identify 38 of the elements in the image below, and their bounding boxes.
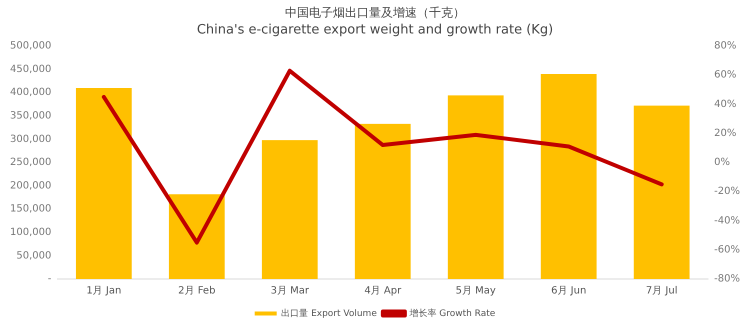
y-tick-label: 250,000	[10, 157, 52, 168]
chart-subtitle: China's e-cigarette export weight and growth rate (Kg)	[196, 22, 554, 38]
y2-tick-label: 40%	[714, 98, 736, 110]
bar	[354, 124, 411, 279]
y-tick-label: 500,000	[10, 40, 52, 52]
y2-tick-label: 20%	[714, 128, 736, 139]
x-tick-label: 4月 Apr	[364, 286, 402, 297]
y-tick-label: 450,000	[10, 64, 52, 75]
x-tick-label: 6月 Jun	[551, 286, 586, 297]
x-tick-label: 2月 Feb	[178, 286, 216, 297]
y-tick-label: 350,000	[10, 110, 52, 122]
x-tick-label: 1月 Jan	[86, 286, 122, 297]
legend-label: 增长率 Growth Rate	[408, 308, 496, 319]
y-tick-label: 50,000	[16, 250, 52, 262]
bar	[448, 95, 504, 279]
x-tick-label: 5月 May	[456, 286, 496, 297]
y2-tick-label: -40%	[714, 215, 740, 226]
bar	[540, 74, 597, 279]
bar	[168, 194, 225, 279]
y-tick-label: 400,000	[10, 87, 52, 98]
y-tick-label: 150,000	[10, 204, 52, 215]
bar	[262, 140, 318, 279]
y2-tick-label: 80%	[714, 40, 736, 52]
legend-label: 出口量 Export Volume	[281, 308, 378, 319]
y2-tick-label: -80%	[714, 274, 740, 285]
y2-tick-label: -60%	[714, 244, 740, 256]
y-tick-label: -	[48, 274, 52, 285]
x-tick-label: 7月 Jul	[646, 286, 678, 297]
y2-tick-label: -20%	[714, 186, 740, 198]
y-tick-label: 100,000	[10, 226, 52, 238]
x-tick-label: 3月 Mar	[270, 286, 310, 297]
bar	[634, 106, 690, 279]
y-tick-label: 300,000	[10, 134, 52, 145]
y2-tick-label: 60%	[714, 70, 736, 81]
bar	[76, 88, 132, 279]
chart-title: 中国电子烟出口量及增速（千克）	[285, 5, 465, 20]
y2-tick-label: 0%	[714, 157, 730, 168]
y-tick-label: 200,000	[10, 180, 52, 192]
